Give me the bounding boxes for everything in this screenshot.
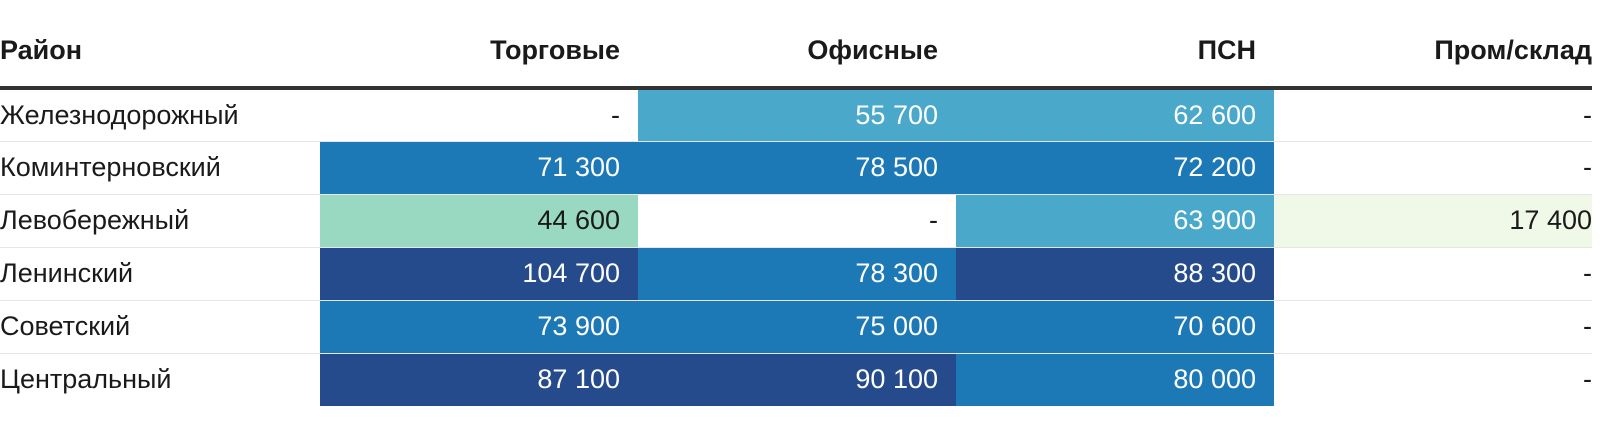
heatmap-table: Район Торговые Офисные ПСН Пром/склад Же… [0, 0, 1592, 406]
header-row: Район Торговые Офисные ПСН Пром/склад [0, 0, 1592, 90]
table-row: Центральный 87 100 90 100 80 000 - [0, 353, 1592, 406]
table-row: Ленинский 104 700 78 300 88 300 - [0, 247, 1592, 301]
value-cell: 104 700 [320, 247, 638, 301]
column-header-industrial-warehouse: Пром/склад [1274, 0, 1592, 90]
district-cell: Советский [0, 300, 320, 354]
district-cell: Железнодорожный [0, 88, 320, 142]
table-row: Левобережный 44 600 - 63 900 17 400 [0, 194, 1592, 248]
value-cell: 63 900 [956, 194, 1274, 248]
value-cell: 72 200 [956, 141, 1274, 195]
value-cell: 71 300 [320, 141, 638, 195]
value-cell: 88 300 [956, 247, 1274, 301]
district-cell: Левобережный [0, 194, 320, 248]
value-cell: 87 100 [320, 353, 638, 406]
value-cell: 73 900 [320, 300, 638, 354]
value-cell: 44 600 [320, 194, 638, 248]
value-cell: - [1274, 88, 1592, 142]
value-cell: - [638, 194, 956, 248]
district-cell: Центральный [0, 353, 320, 406]
value-cell: 78 500 [638, 141, 956, 195]
value-cell: 17 400 [1274, 194, 1592, 248]
value-cell: - [1274, 141, 1592, 195]
value-cell: 55 700 [638, 88, 956, 142]
value-cell: 75 000 [638, 300, 956, 354]
table-row: Железнодорожный - 55 700 62 600 - [0, 88, 1592, 142]
value-cell: - [1274, 353, 1592, 406]
district-cell: Коминтерновский [0, 141, 320, 195]
column-header-retail: Торговые [320, 0, 638, 90]
column-header-office: Офисные [638, 0, 956, 90]
value-cell: - [1274, 300, 1592, 354]
table-row: Коминтерновский 71 300 78 500 72 200 - [0, 141, 1592, 195]
value-cell: 62 600 [956, 88, 1274, 142]
value-cell: - [1274, 247, 1592, 301]
value-cell: 80 000 [956, 353, 1274, 406]
district-cell: Ленинский [0, 247, 320, 301]
value-cell: 70 600 [956, 300, 1274, 354]
value-cell: - [320, 88, 638, 142]
value-cell: 78 300 [638, 247, 956, 301]
column-header-district: Район [0, 0, 320, 90]
table-row: Советский 73 900 75 000 70 600 - [0, 300, 1592, 354]
value-cell: 90 100 [638, 353, 956, 406]
column-header-psn: ПСН [956, 0, 1274, 90]
